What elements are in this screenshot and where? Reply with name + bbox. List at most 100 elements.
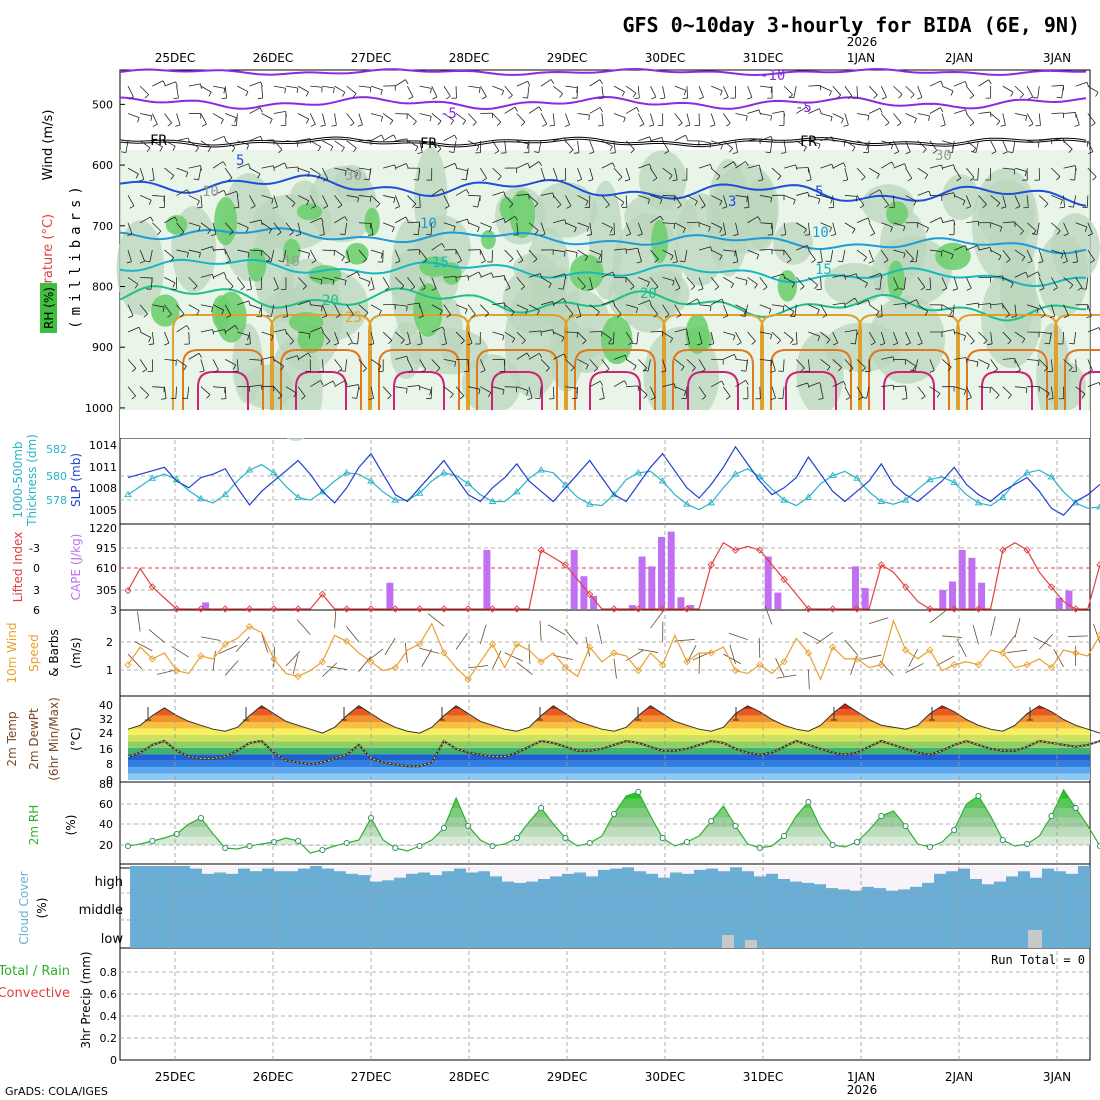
wind-barb-flag [940,107,944,113]
wind-barb [552,386,555,399]
wind-barb [479,359,486,371]
lifted-index-point [610,605,618,613]
lifted-index-point [901,583,910,591]
contour-label: 10 [812,225,829,241]
wind-barb [285,140,298,143]
wind-barb [334,85,346,93]
wind-barb [1037,86,1040,99]
slp-label: SLP (mb) [69,453,83,507]
temp-band [128,734,1090,742]
wind-barb [1002,140,1008,153]
wind10-point [197,652,205,660]
wind-barb [297,222,302,235]
wind-barb [527,86,530,99]
contour-label: 25 [345,310,362,326]
wind-barb-flag [898,94,903,99]
wind-barb [954,109,966,114]
wind-barb-flag [709,142,712,148]
wind-barb [273,277,279,289]
wind-barb [419,140,423,153]
wind-barb-flag [826,366,831,371]
wind-barb [808,85,821,87]
wind10-barb [905,663,924,673]
wind-barb [868,331,876,343]
wind-barb [879,277,882,290]
wind-barb-flag [740,315,746,317]
warm-contour [868,349,950,410]
thickness-point [683,500,691,507]
wind-barb [261,249,271,259]
wind-barb [152,386,165,388]
wind-barb [601,271,613,278]
wind-barb [1087,249,1095,261]
wind-barb-flag [454,163,458,168]
wind-barb [431,359,441,369]
wind-barb-flag [306,118,310,124]
wind-barb [273,222,282,233]
wind-barb [978,79,989,87]
temp-contour [119,174,1087,207]
contour-label: FR [420,136,437,152]
wind-barb [370,85,383,91]
rh-shade-dark [887,260,905,299]
wind-barb [224,277,234,287]
lifted-index-point [440,605,448,613]
cloud-high-gap [910,866,922,887]
wind-barb-flag [476,146,480,151]
thickness-point [391,496,400,503]
wind-barb-flag [818,198,821,204]
wind-barb [419,113,432,117]
wind-barb [1002,386,1012,396]
wind-barb-flag [905,151,911,155]
wind-barb-flag [599,79,603,85]
wind-barb [370,277,375,290]
wind-barb [952,304,955,317]
wind-barb [1087,222,1093,234]
warm-contour [1054,314,1100,410]
wind-barb-flag [701,396,707,400]
wind-barb-flag [843,124,849,127]
wind-barb [1063,359,1073,368]
wind-barb-flag [953,192,956,198]
wind-barb-flag [342,91,346,97]
wind-barb-flag [913,200,917,206]
lifted-index-point [488,605,497,613]
wind-barb-flag [539,179,545,182]
wind-barb-flag [890,144,894,150]
wind-barb [966,302,979,306]
wind-barb-flag [148,337,152,343]
wind-barb [601,386,605,399]
rh2m-point [878,812,885,820]
wind-barb [844,85,853,97]
wind-barb-flag [822,314,828,318]
wind-barb [492,331,505,336]
wind-barb-flag [892,385,895,391]
cape-bar [202,602,210,609]
rh2m-point [465,822,472,830]
wind-barb [917,331,923,344]
wind-barb-flag [770,115,772,121]
wind-barb-flag [1074,165,1077,171]
wind-barb [820,113,833,117]
wind-barb [261,165,274,169]
wind-barb-flag [668,175,673,180]
wind-barb [431,188,443,196]
rh2m-point [319,846,326,854]
wind-barb [674,195,682,206]
wind-barb [966,331,975,342]
lifted-index-point [756,546,764,554]
wind-barb-flag [649,163,652,169]
wind-barb-flag [625,248,627,254]
wind-barb-flag [793,199,796,205]
wind10-point [1096,631,1100,640]
wind-barb [297,249,310,254]
wind-barb [309,249,317,261]
wind-barb [285,195,296,204]
cape-bar [852,566,859,609]
wind-barb [893,331,899,344]
warm-contour [785,371,837,410]
rh-band [120,780,1090,790]
wind-barb [344,359,348,372]
wind10-barb [539,620,542,641]
wind-barb [237,277,245,288]
